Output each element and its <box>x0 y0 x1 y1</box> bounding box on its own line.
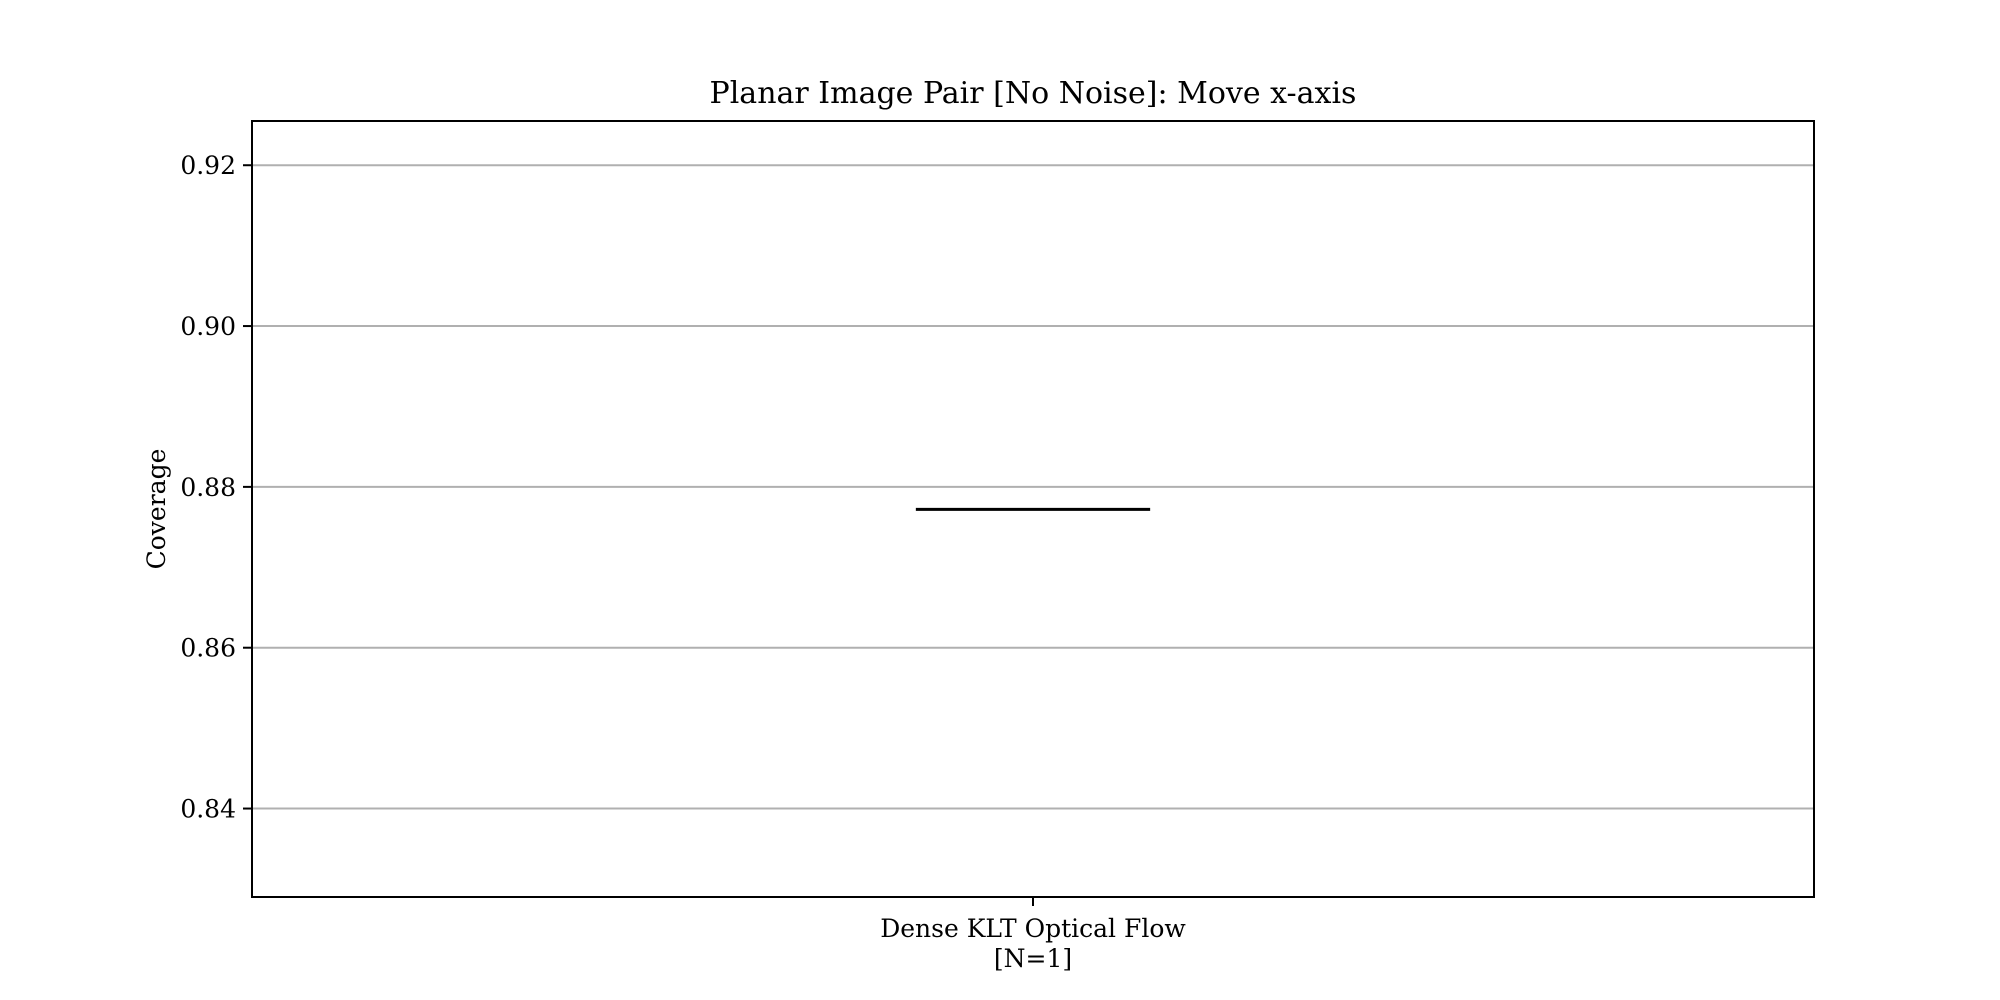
y-axis-ticks: 0.84 0.86 0.88 0.90 0.92 <box>180 151 252 824</box>
y-tick-label: 0.84 <box>180 795 236 824</box>
grid-lines <box>252 164 1814 810</box>
y-tick-label: 0.92 <box>180 151 236 180</box>
chart-title: Planar Image Pair [No Noise]: Move x-axi… <box>710 76 1357 111</box>
x-tick-sublabel: [N=1] <box>994 944 1072 973</box>
x-axis-ticks: Dense KLT Optical Flow[N=1] <box>880 897 1186 973</box>
y-axis-label: Coverage <box>142 449 171 570</box>
y-tick-label: 0.88 <box>180 473 236 502</box>
y-tick-label: 0.90 <box>180 312 236 341</box>
y-tick-label: 0.86 <box>180 634 236 663</box>
x-tick-label: Dense KLT Optical Flow <box>880 914 1186 943</box>
